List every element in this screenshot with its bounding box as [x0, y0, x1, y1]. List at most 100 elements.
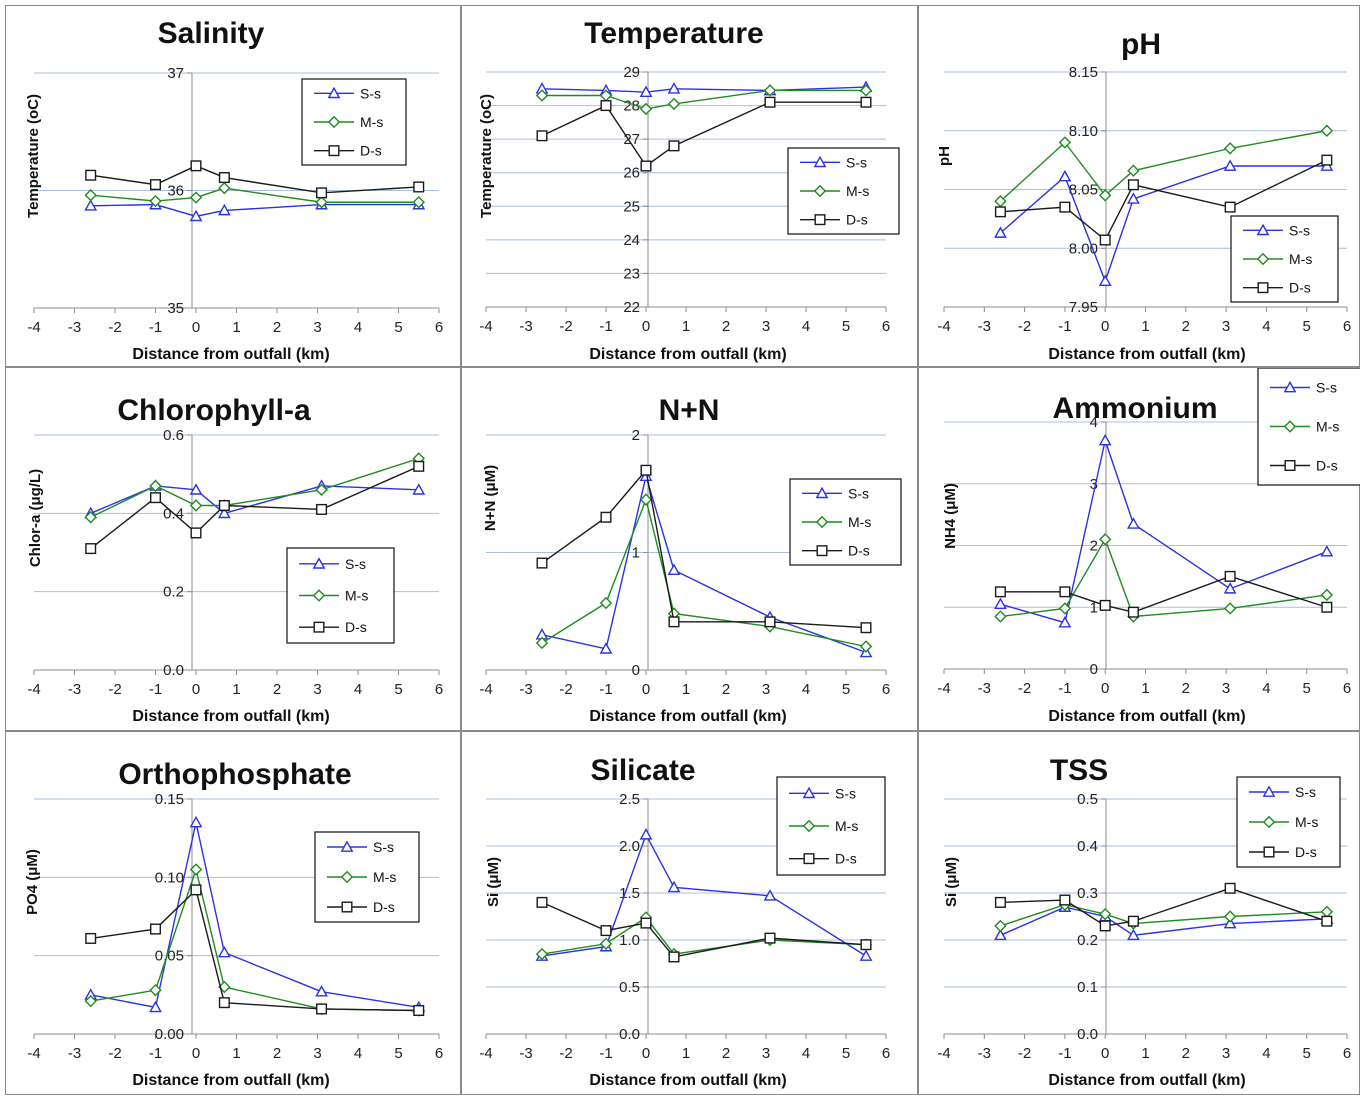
- legend-marker-m-s: [1256, 252, 1270, 266]
- data-point-s-s: [217, 945, 231, 958]
- x-tick-label: 5: [1303, 1045, 1311, 1062]
- x-tick-label: 2: [1182, 680, 1190, 697]
- chart-title: Chlorophyll-a: [117, 394, 311, 427]
- x-tick-label: 0: [192, 1045, 200, 1062]
- data-point-m-s: [149, 479, 162, 493]
- data-point-s-s: [1127, 192, 1140, 204]
- data-point-d-s: [668, 616, 680, 628]
- x-tick-label: 3: [762, 681, 770, 698]
- x-tick-label: -3: [519, 681, 532, 698]
- data-point-m-s: [1099, 189, 1112, 202]
- legend-marker-s-s: [815, 486, 829, 499]
- y-tick-label: 2.5: [619, 791, 640, 808]
- x-tick-label: 1: [232, 1045, 240, 1062]
- legend-label: M-s: [360, 114, 383, 130]
- legend-marker-d-s: [1257, 282, 1269, 294]
- data-point-m-s: [859, 640, 873, 653]
- data-point-m-s: [84, 994, 97, 1008]
- data-point-d-s: [640, 160, 652, 172]
- data-point-m-s: [412, 196, 425, 209]
- x-tick-label: 4: [802, 1045, 810, 1062]
- data-point-m-s: [189, 863, 203, 876]
- x-tick-label: 2: [273, 1045, 281, 1062]
- data-point-d-s: [1127, 179, 1139, 191]
- legend-label: M-s: [1295, 814, 1318, 830]
- legend-marker-d-s: [814, 214, 826, 226]
- data-point-m-s: [1099, 907, 1112, 921]
- x-tick-label: -4: [479, 1045, 492, 1062]
- chart-panel-ph: -4 -3 -2 -1 0 1 2 3 4 5 6 7.95 8.00 8.05 8.10 8.15 pH Dis…: [918, 5, 1360, 367]
- data-point-d-s: [1321, 915, 1333, 927]
- x-axis-label: Distance from outfall (km): [1048, 1072, 1245, 1089]
- x-tick-label: 1: [1141, 680, 1149, 697]
- legend-label: S-s: [1316, 380, 1337, 396]
- data-point-d-s: [1224, 201, 1236, 213]
- legend-label: S-s: [1289, 222, 1310, 238]
- data-point-d-s: [536, 557, 548, 569]
- x-tick-label: 0: [1101, 318, 1109, 335]
- data-point-d-s: [860, 96, 872, 108]
- series-line-d-s: [90, 465, 420, 550]
- x-tick-label: 5: [842, 1045, 850, 1062]
- y-tick-label: 0: [1090, 661, 1098, 678]
- y-axis-label: PO4 (μM): [24, 849, 41, 915]
- x-axis-label: Distance from outfall (km): [132, 708, 329, 725]
- x-tick-label: -2: [108, 681, 121, 698]
- x-tick-label: 5: [394, 681, 402, 698]
- data-point-d-s: [860, 622, 872, 634]
- data-point-s-s: [149, 1000, 162, 1013]
- series-line-d-s: [541, 468, 867, 629]
- y-tick-label: 28: [623, 98, 640, 115]
- data-point-m-s: [1320, 588, 1334, 602]
- data-point-m-s: [1223, 142, 1237, 155]
- legend-label: S-s: [345, 556, 366, 572]
- series-line-m-s: [999, 130, 1327, 202]
- data-point-d-s: [149, 179, 161, 191]
- legend-marker-m-s: [1262, 815, 1276, 829]
- legend: S-s M-s D-s: [1230, 215, 1339, 303]
- y-tick-label: 24: [623, 232, 640, 249]
- y-axis-label: N+N (μM): [482, 465, 499, 531]
- x-tick-label: 5: [394, 1045, 402, 1062]
- x-tick-label: -2: [559, 681, 572, 698]
- data-point-m-s: [1223, 602, 1237, 615]
- x-tick-label: 1: [682, 1045, 690, 1062]
- x-tick-label: 5: [1303, 680, 1311, 697]
- x-tick-label: -2: [1018, 318, 1031, 335]
- chart-title: N+N: [659, 394, 720, 427]
- x-tick-label: 4: [354, 319, 362, 336]
- data-point-s-s: [189, 815, 203, 828]
- data-point-d-s: [218, 997, 230, 1009]
- data-point-d-s: [1059, 586, 1071, 598]
- data-point-d-s: [316, 187, 328, 199]
- x-tick-label: 0: [192, 681, 200, 698]
- y-tick-label: 0.2: [163, 584, 184, 601]
- legend-label: S-s: [835, 785, 856, 801]
- chart-panel-chlorophyll-a: -4 -3 -2 -1 0 1 2 3 4 5 6 0.0 0.2 0.4 0.6 Chlorophyll-a…: [5, 367, 461, 731]
- x-tick-label: 0: [642, 681, 650, 698]
- data-point-d-s: [1099, 599, 1111, 611]
- data-point-m-s: [599, 937, 613, 950]
- x-tick-label: -3: [978, 680, 991, 697]
- data-point-m-s: [535, 947, 549, 961]
- legend-marker-m-s: [1283, 420, 1297, 433]
- x-tick-label: -2: [1018, 680, 1031, 697]
- data-point-m-s: [1320, 905, 1334, 918]
- x-tick-label: 3: [313, 1045, 321, 1062]
- y-tick-label: 36: [167, 183, 184, 200]
- x-tick-label: -1: [149, 319, 162, 336]
- x-tick-label: -4: [27, 681, 40, 698]
- legend-marker-d-s: [803, 853, 815, 865]
- legend: S-s M-s D-s: [1257, 368, 1360, 486]
- data-point-d-s: [1059, 894, 1071, 906]
- y-tick-label: 35: [167, 300, 184, 317]
- data-point-d-s: [994, 586, 1006, 598]
- y-tick-label: 3: [1090, 476, 1098, 493]
- series-line-s-s: [541, 832, 867, 957]
- data-point-d-s: [1059, 201, 1071, 213]
- x-tick-label: -1: [1058, 318, 1071, 335]
- y-tick-label: 0.00: [155, 1026, 184, 1043]
- y-tick-label: 7.95: [1069, 299, 1098, 316]
- data-point-m-s: [639, 493, 653, 506]
- legend: S-s M-s D-s: [1236, 776, 1341, 868]
